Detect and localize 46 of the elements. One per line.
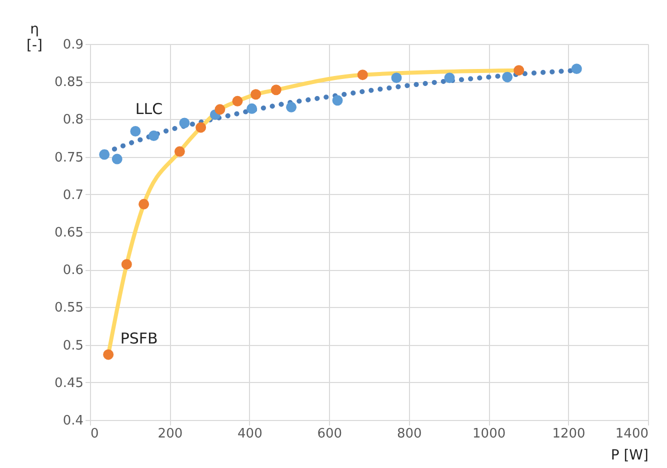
x-tick-label: 400 xyxy=(238,426,262,442)
y-axis-title: η [-] xyxy=(26,22,42,54)
x-tick-label: 1000 xyxy=(472,426,506,442)
x-tick-label: 1200 xyxy=(552,426,586,442)
series-label: LLC xyxy=(135,100,163,118)
point xyxy=(214,104,226,115)
y-tick-label: 0.75 xyxy=(54,150,84,166)
y-tick-label: 0.85 xyxy=(54,75,84,90)
point xyxy=(250,89,262,100)
point xyxy=(571,64,582,74)
x-tick-label: 0 xyxy=(90,426,99,442)
point xyxy=(179,118,190,128)
point xyxy=(130,126,141,136)
point xyxy=(121,259,132,270)
point xyxy=(270,84,282,96)
point xyxy=(174,146,185,157)
point xyxy=(357,70,368,80)
x-tick-label: 600 xyxy=(317,426,342,442)
point xyxy=(148,130,160,141)
y-tick-label: 0.65 xyxy=(54,226,84,240)
point xyxy=(332,95,343,106)
x-axis-title: P [W] xyxy=(610,448,648,464)
point xyxy=(286,102,297,112)
point xyxy=(196,122,206,133)
point xyxy=(502,72,513,82)
y-tick-label: 0.4 xyxy=(62,414,84,428)
y-tick-label: 0.6 xyxy=(62,263,84,278)
point xyxy=(138,198,150,210)
point xyxy=(514,65,524,76)
x-tick-label: 200 xyxy=(158,426,183,442)
y-tick-label: 0.8 xyxy=(62,112,84,128)
point xyxy=(246,103,258,114)
y-tick-label: 0.5 xyxy=(62,338,84,354)
y-tick-label: 0.55 xyxy=(54,300,84,316)
point xyxy=(99,149,110,160)
point xyxy=(112,154,122,164)
x-tick-label: 800 xyxy=(396,426,422,442)
point xyxy=(391,72,402,84)
point xyxy=(444,72,455,84)
y-tick-label: 0.7 xyxy=(62,188,84,203)
y-tick-label: 0.9 xyxy=(62,38,84,52)
y-tick-label: 0.45 xyxy=(54,376,84,391)
point xyxy=(232,96,243,106)
x-tick-label: 1400 xyxy=(615,426,648,442)
point xyxy=(103,349,114,360)
series-label: PSFB xyxy=(120,330,158,348)
